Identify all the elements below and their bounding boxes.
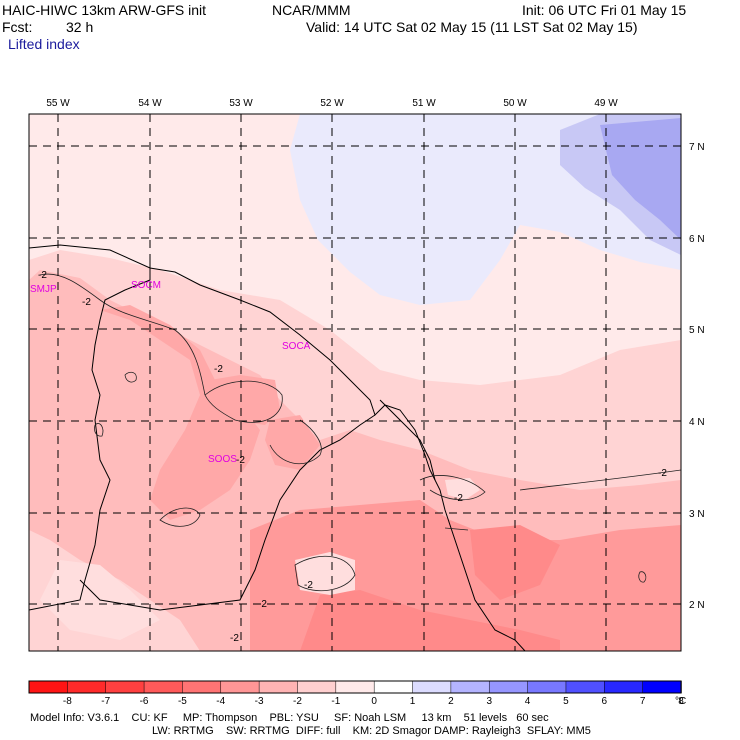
lat-label: 7 N — [689, 142, 705, 153]
colorbar-tick-label: -8 — [63, 696, 72, 707]
colorbar-swatch — [488, 680, 529, 694]
colorbar-tick-label: 4 — [525, 696, 531, 707]
colorbar-tick-label: -3 — [255, 696, 264, 707]
valid-time: Valid: 14 UTC Sat 02 May 15 (11 LST Sat … — [306, 19, 638, 35]
station-labels: SMJP SOCM SOCA SOOS — [30, 280, 311, 465]
lat-label: 5 N — [689, 325, 705, 336]
colorbar-swatch — [642, 680, 682, 694]
colorbar-swatch — [450, 680, 490, 694]
colorbar-tick-label: 2 — [448, 696, 454, 707]
colorbar-tick-label: -4 — [216, 696, 225, 707]
colorbar-swatch — [182, 680, 222, 694]
model-info-line-1: Model Info: V3.6.1 CU: KF MP: Thompson P… — [30, 712, 549, 724]
positive-region-strong — [600, 118, 681, 240]
colorbar-tick-label: -1 — [331, 696, 340, 707]
colorbar-swatch — [527, 680, 567, 694]
organization-label: NCAR/MMM — [272, 2, 351, 18]
plot-frame — [28, 113, 682, 652]
lon-label: 49 W — [594, 98, 618, 109]
lat-lon-grid — [29, 114, 681, 651]
station-smjp: SMJP — [30, 284, 57, 295]
contour-label: -2 — [258, 599, 267, 610]
forecast-label: Fcst: — [2, 19, 33, 35]
colorbar-swatch — [335, 680, 375, 694]
colorbar-tick-label: -2 — [293, 696, 302, 707]
latitude-labels: 7 N 6 N 5 N 4 N 3 N 2 N — [689, 142, 705, 611]
colorbar-swatch — [28, 680, 69, 694]
lon-label: 51 W — [412, 98, 436, 109]
contour-label: -2 — [82, 297, 91, 308]
contour-label: -2 — [304, 580, 313, 591]
station-soos: SOOS — [208, 454, 237, 465]
colorbar-tick-label: 5 — [563, 696, 569, 707]
contour-label: -2 — [230, 633, 239, 644]
colorbar-tick-label: 6 — [602, 696, 608, 707]
colorbar-frame — [28, 680, 682, 694]
colorbar — [28, 680, 682, 694]
station-socm: SOCM — [131, 280, 161, 291]
contour-label: -2 — [38, 270, 47, 281]
field-name: Lifted index — [8, 36, 80, 52]
contour-value-labels: -2 -2 -2 -2 -2 -2 -2 -2 -2 — [38, 270, 667, 644]
forecast-hour: 32 h — [66, 19, 94, 35]
colorbar-tick-label: 1 — [410, 696, 416, 707]
longitude-labels: 55 W 54 W 53 W 52 W 51 W 50 W 49 W — [46, 98, 618, 109]
contour-label: -2 — [454, 493, 463, 504]
colorbar-tick-label: 8 — [678, 696, 684, 707]
border-east — [379, 399, 436, 481]
colorbar-tick-label: 3 — [486, 696, 492, 707]
land-patch-b — [210, 375, 280, 425]
station-soca: SOCA — [282, 341, 311, 352]
colorbar-tick-label: -7 — [101, 696, 110, 707]
init-time: Init: 06 UTC Fri 01 May 15 — [522, 2, 687, 18]
lat-label: 4 N — [689, 417, 705, 428]
colorbar-tick-label: -5 — [178, 696, 187, 707]
lat-label: 6 N — [689, 234, 705, 245]
colorbar-tick-labels: -8 -7 -6 -5 -4 -3 -2 -1 0 1 2 3 4 5 6 7 8 — [63, 696, 684, 707]
model-info-line-2: LW: RRTMG SW: RRTMG DIFF: full KM: 2D Sm… — [152, 725, 591, 737]
lon-label: 55 W — [46, 98, 70, 109]
product-title: HAIC-HIWC 13km ARW-GFS init — [2, 2, 207, 18]
colorbar-swatch — [412, 680, 452, 694]
colorbar-swatch — [143, 680, 184, 694]
border-west — [29, 260, 151, 611]
colorbar-swatch — [604, 680, 644, 694]
light-patch-2 — [445, 478, 480, 500]
lat-label: 3 N — [689, 509, 705, 520]
coastline — [29, 244, 526, 651]
shaded-field — [29, 114, 681, 651]
colorbar-tick-label: 7 — [640, 696, 646, 707]
colorbar-swatch — [373, 680, 414, 694]
colorbar-swatch — [105, 680, 145, 694]
colorbar-tick-label: 0 — [371, 696, 377, 707]
light-patch-1 — [295, 552, 355, 595]
colorbar-swatch — [297, 680, 337, 694]
contour-label: -2 — [236, 455, 245, 466]
colorbar-swatch — [565, 680, 606, 694]
colorbar-unit: °C — [675, 696, 686, 707]
colorbar-tick-label: -6 — [140, 696, 149, 707]
lon-label: 52 W — [320, 98, 344, 109]
colorbar-swatch — [220, 680, 260, 694]
contour-label: -2 — [658, 468, 667, 479]
contour-label: -2 — [214, 364, 223, 375]
land-patch-a — [100, 305, 260, 520]
lon-label: 50 W — [503, 98, 527, 109]
contour-lines — [39, 273, 681, 592]
lon-label: 54 W — [138, 98, 162, 109]
colorbar-swatch — [258, 680, 299, 694]
lon-label: 53 W — [229, 98, 253, 109]
lat-label: 2 N — [689, 600, 705, 611]
neg-4-patch — [300, 590, 560, 651]
colorbar-swatch — [67, 680, 107, 694]
